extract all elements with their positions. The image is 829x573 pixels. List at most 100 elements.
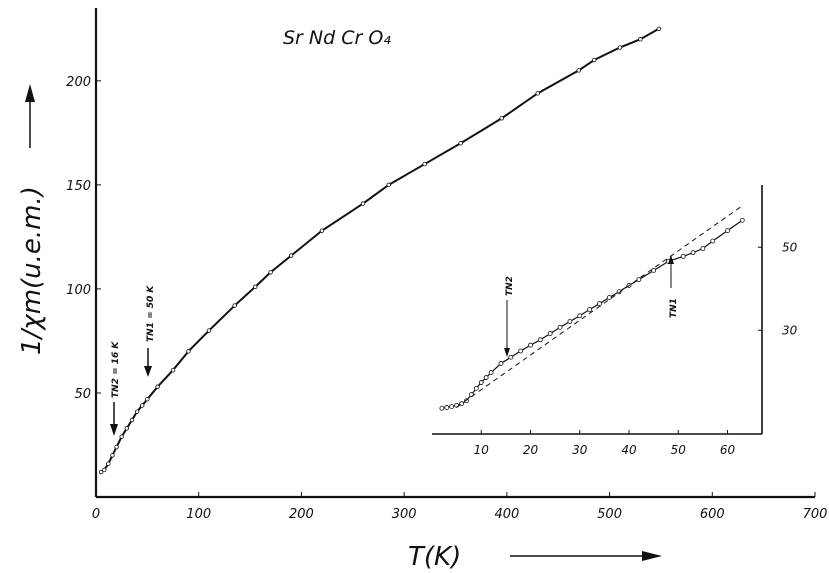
- inset-data-point: [710, 238, 716, 244]
- x-tick-label: 700: [803, 507, 828, 522]
- inset-data-point: [508, 354, 514, 360]
- inset-y-ticks: 30 50: [758, 240, 798, 337]
- data-point: [591, 57, 597, 63]
- inset-x-tick-label: 50: [671, 443, 687, 457]
- inset-x-tick-label: 20: [523, 443, 539, 457]
- data-point: [253, 284, 258, 290]
- data-point: [124, 426, 130, 431]
- inset-data-point: [557, 324, 563, 330]
- main-x-ticks: 0 100 200 300 400 500 600 700: [92, 492, 828, 522]
- inset-data-point: [449, 404, 455, 410]
- x-tick-label: 400: [494, 507, 519, 522]
- inset-data-point: [700, 246, 706, 251]
- x-tick-label: 200: [289, 507, 314, 522]
- data-point: [102, 467, 107, 473]
- x-axis-title: T(K): [408, 542, 461, 572]
- inset-series: [439, 205, 745, 411]
- inset-data-point: [597, 301, 602, 307]
- inset-dashed-line: [456, 205, 743, 408]
- y-axis-arrow: [25, 84, 35, 148]
- data-point: [576, 68, 581, 73]
- data-point: [129, 417, 135, 423]
- inset-curve: [441, 219, 743, 409]
- inset-tn1-annotation: TN1: [668, 255, 679, 318]
- data-point: [134, 409, 140, 414]
- main-series: [98, 26, 662, 475]
- data-point: [98, 469, 104, 475]
- inset-tn2-annotation: TN2: [504, 276, 515, 357]
- data-point: [656, 26, 662, 32]
- data-point: [119, 434, 124, 439]
- x-tick-label: 300: [392, 507, 417, 522]
- inset-y-tick-label: 50: [782, 240, 798, 254]
- tn1-label: TN1 = 50 K: [146, 285, 156, 342]
- inset-tn1-label: TN1: [669, 298, 679, 318]
- data-point: [155, 384, 160, 389]
- data-point: [319, 228, 325, 233]
- inset-x-tick-label: 40: [621, 443, 637, 457]
- main-curve: [100, 27, 660, 473]
- data-point: [617, 45, 623, 50]
- y-tick-label: 100: [66, 283, 91, 298]
- data-point: [638, 37, 643, 42]
- data-point: [110, 453, 115, 458]
- data-point: [114, 444, 119, 450]
- inset-y-tick-label: 30: [782, 323, 798, 337]
- inset-data-point: [547, 331, 553, 336]
- tn1-annotation: TN1 = 50 K: [144, 285, 156, 377]
- data-point: [170, 367, 176, 373]
- x-tick-label: 100: [186, 507, 211, 522]
- data-point: [145, 397, 150, 402]
- inset-chart: 10 20 30 40 50 60 30 50 TN2 TN1: [432, 185, 798, 457]
- inset-data-point: [478, 380, 484, 385]
- data-point: [268, 270, 273, 275]
- main-y-ticks: 50 100 150 200: [66, 75, 101, 402]
- data-point: [499, 116, 504, 121]
- inset-data-point: [439, 405, 445, 411]
- y-axis-title: 1/χm(u.e.m.): [17, 186, 47, 355]
- inset-data-point: [528, 342, 533, 348]
- inset-data-point: [636, 277, 642, 283]
- data-point: [232, 303, 237, 308]
- x-tick-label: 0: [92, 507, 100, 522]
- inset-x-tick-label: 60: [720, 443, 736, 457]
- data-point: [206, 328, 212, 333]
- inset-data-point: [725, 228, 730, 234]
- inset-data-point: [606, 295, 612, 300]
- data-point: [535, 91, 540, 96]
- x-axis-arrow: [510, 551, 662, 561]
- inset-x-ticks: 10 20 30 40 50 60: [474, 430, 736, 457]
- inset-data-point: [537, 337, 543, 343]
- inset-data-point: [577, 313, 583, 319]
- data-point: [288, 253, 294, 258]
- inset-data-point: [498, 361, 504, 366]
- data-point: [140, 403, 145, 408]
- inset-x-tick-label: 10: [474, 443, 490, 457]
- inset-data-point: [587, 307, 593, 312]
- inset-data-point: [690, 250, 696, 256]
- inset-data-point: [680, 253, 686, 259]
- tn2-annotation: TN2 = 16 K: [110, 341, 121, 436]
- data-point: [186, 349, 191, 354]
- tn2-label: TN2 = 16 K: [111, 341, 121, 398]
- inset-data-point: [739, 217, 745, 223]
- inset-tn2-label: TN2: [505, 276, 515, 296]
- data-point: [360, 201, 366, 206]
- inset-data-point: [444, 405, 450, 410]
- inset-data-point: [483, 375, 489, 380]
- inset-data-point: [567, 319, 573, 324]
- y-tick-label: 150: [66, 179, 91, 194]
- y-tick-label: 50: [74, 387, 91, 402]
- inset-data-point: [473, 385, 479, 391]
- x-tick-label: 600: [700, 507, 725, 522]
- inset-data-point: [518, 348, 524, 354]
- chart-title: Sr Nd Cr O₄: [283, 27, 391, 49]
- y-tick-label: 200: [66, 75, 91, 90]
- inset-x-tick-label: 30: [572, 443, 588, 457]
- data-point: [386, 182, 391, 188]
- inset-data-point: [651, 268, 657, 273]
- data-point: [106, 461, 111, 466]
- data-point: [422, 161, 427, 167]
- x-tick-label: 500: [597, 507, 622, 522]
